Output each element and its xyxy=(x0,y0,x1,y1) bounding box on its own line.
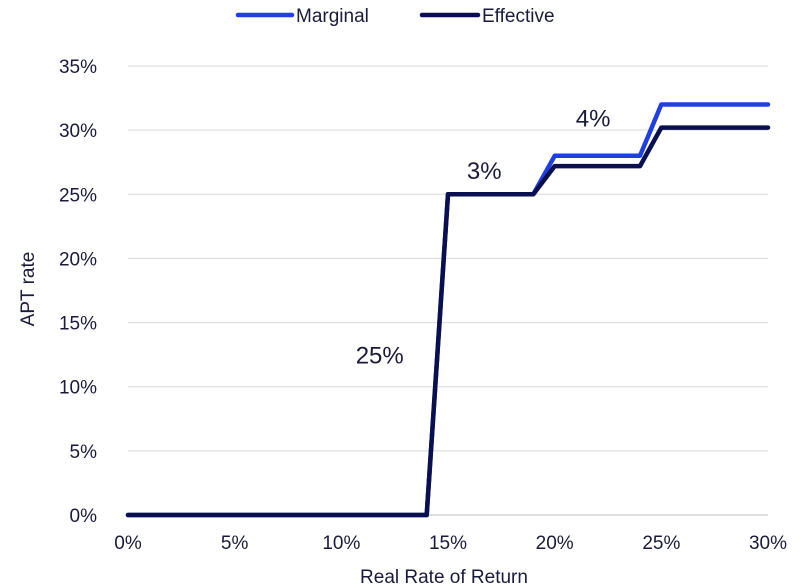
y-tick-label: 10% xyxy=(59,378,97,399)
gridlines xyxy=(128,65,768,516)
annotation-label: 4% xyxy=(576,105,611,132)
x-tick-label: 15% xyxy=(429,533,467,554)
series-line-effective xyxy=(125,125,771,518)
x-tick-label: 5% xyxy=(221,533,249,554)
y-tick-label: 15% xyxy=(59,314,97,335)
y-tick-label: 30% xyxy=(59,121,97,142)
legend-label: Marginal xyxy=(296,6,369,27)
y-tick-label: 25% xyxy=(59,185,97,206)
x-tick-label: 30% xyxy=(749,533,787,554)
legend-item-marginal: Marginal xyxy=(235,6,369,27)
annotation-label: 25% xyxy=(356,343,404,370)
y-axis-ticks: 0% 5% 10% 15% 20% 25% 30% 35% xyxy=(59,57,97,527)
legend-item-effective: Effective xyxy=(419,6,555,27)
y-tick-label: 0% xyxy=(70,506,98,527)
y-tick-label: 20% xyxy=(59,249,97,270)
x-tick-label: 10% xyxy=(322,533,360,554)
y-tick-label: 35% xyxy=(59,57,97,78)
legend: Marginal Effective xyxy=(235,6,555,27)
legend-label: Effective xyxy=(482,6,555,27)
x-tick-label: 20% xyxy=(536,533,574,554)
x-tick-label: 0% xyxy=(114,533,142,554)
x-axis-ticks: 0% 5% 10% 15% 20% 25% 30% xyxy=(114,533,787,554)
series-lines xyxy=(125,102,771,518)
annotation-label: 3% xyxy=(467,158,502,185)
x-tick-label: 25% xyxy=(642,533,680,554)
y-tick-label: 5% xyxy=(70,442,98,463)
x-axis-label: Real Rate of Return xyxy=(360,567,528,587)
series-line-marginal xyxy=(125,102,771,518)
annotations: 25% 3% 4% xyxy=(356,105,611,369)
y-axis-label: APT rate xyxy=(18,252,39,327)
